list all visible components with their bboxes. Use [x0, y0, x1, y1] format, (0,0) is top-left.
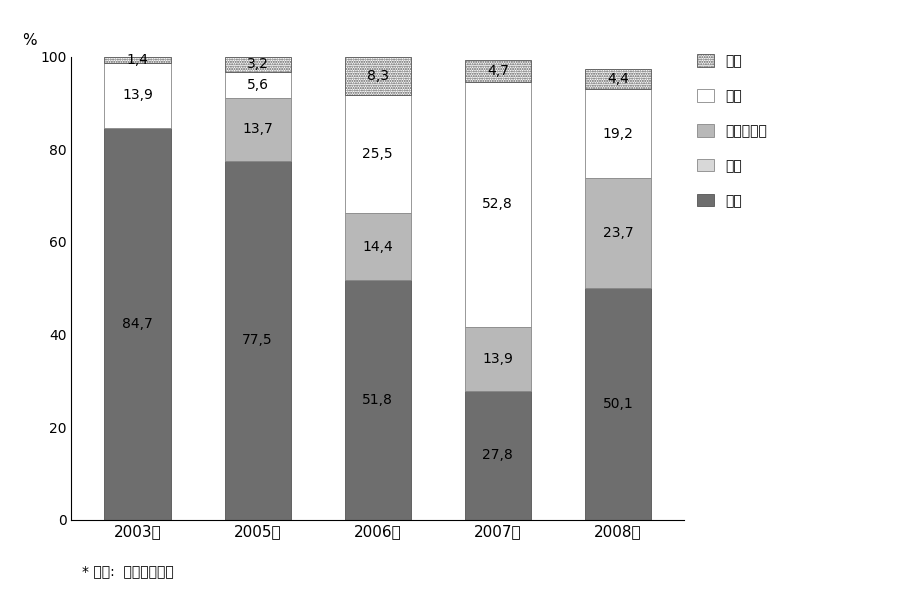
Text: 3,2: 3,2 [247, 57, 268, 71]
Text: 51,8: 51,8 [362, 393, 393, 407]
Bar [105, 63, 170, 127]
Text: 13,7: 13,7 [242, 122, 273, 136]
Bar [585, 69, 651, 89]
Bar [345, 95, 410, 213]
Bar [345, 213, 410, 280]
Text: 19,2: 19,2 [602, 127, 633, 140]
Text: 27,8: 27,8 [482, 448, 513, 463]
Text: * 자료:  한국무역협회: * 자료: 한국무역협회 [82, 564, 174, 578]
Bar [585, 89, 651, 178]
Text: 77,5: 77,5 [242, 333, 273, 348]
Text: 1,4: 1,4 [126, 53, 148, 67]
Text: 4,7: 4,7 [487, 64, 509, 78]
Bar [105, 127, 170, 520]
Bar [465, 391, 531, 520]
Text: 13,9: 13,9 [482, 352, 513, 366]
Bar [585, 178, 651, 288]
Text: 4,4: 4,4 [607, 72, 629, 86]
Text: 52,8: 52,8 [482, 198, 513, 211]
Bar [345, 57, 410, 95]
Bar [465, 61, 531, 82]
Bar [225, 71, 290, 97]
Bar [465, 82, 531, 327]
Text: 8,3: 8,3 [367, 69, 389, 83]
Text: 23,7: 23,7 [602, 226, 633, 240]
Text: 50,1: 50,1 [602, 396, 633, 411]
Text: %: % [23, 32, 37, 48]
Bar [225, 97, 290, 161]
Bar [585, 288, 651, 520]
Text: 13,9: 13,9 [122, 88, 153, 103]
Bar [465, 327, 531, 391]
Bar [225, 161, 290, 520]
Text: 14,4: 14,4 [362, 240, 393, 254]
Bar [225, 57, 290, 71]
Text: 5,6: 5,6 [247, 77, 268, 91]
Bar [345, 280, 410, 520]
Text: 84,7: 84,7 [122, 317, 153, 330]
Bar [105, 57, 170, 63]
Legend: 기타, 인도, 남아프리카, 호주, 중국: 기타, 인도, 남아프리카, 호주, 중국 [697, 54, 766, 208]
Text: 25,5: 25,5 [362, 148, 393, 161]
